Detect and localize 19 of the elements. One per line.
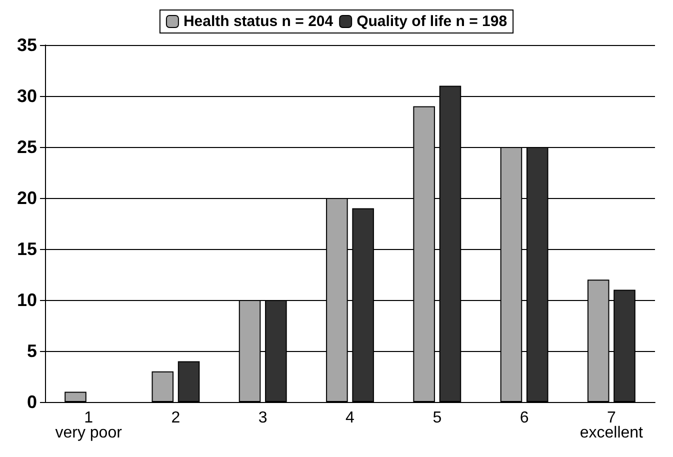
y-tick-label: 35 [16,35,37,55]
legend-label: Quality of life n = 198 [356,13,508,30]
y-tick-label: 10 [16,290,37,310]
x-tick-label: 5 [432,410,442,426]
y-tick-label: 0 [26,392,37,412]
y-tick-label: 25 [16,137,37,157]
x-tick-label: 3 [258,410,268,426]
legend-label: Health status n = 204 [183,13,334,30]
x-tick-label: 6 [520,410,529,426]
y-tick-label: 30 [16,86,37,106]
y-tick-label: 15 [16,239,37,259]
x-tick-label: 7 [606,410,616,426]
x-tick-label: 4 [346,410,355,426]
text: excellent [580,424,644,442]
text: very poor [55,424,123,442]
x-tick-label: 2 [171,410,180,426]
y-tick-label: 20 [16,188,37,208]
y-tick-label: 5 [26,341,37,361]
x-tick-label: 1 [84,410,94,426]
